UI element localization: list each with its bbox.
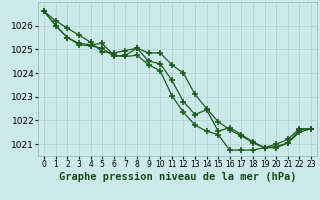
- X-axis label: Graphe pression niveau de la mer (hPa): Graphe pression niveau de la mer (hPa): [59, 172, 296, 182]
